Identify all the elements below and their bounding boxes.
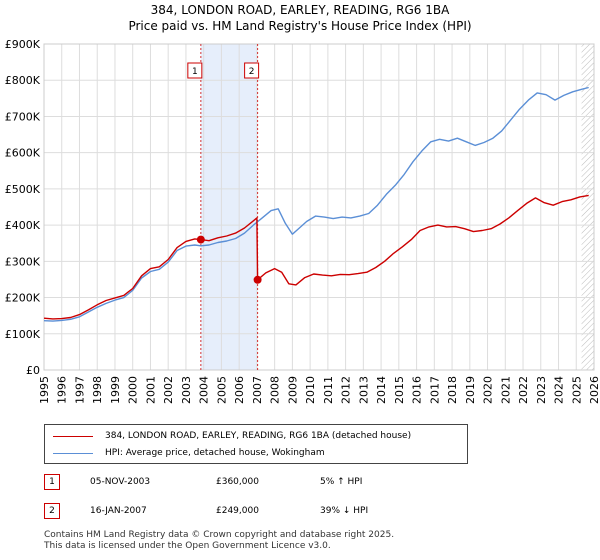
y-tick-label: £800K bbox=[5, 74, 41, 87]
sale-marker-box bbox=[187, 62, 203, 79]
chart-subtitle: Price paid vs. HM Land Registry's House … bbox=[128, 19, 472, 33]
y-tick-label: £700K bbox=[5, 110, 41, 123]
forecast-hatch bbox=[581, 44, 594, 370]
x-tick-label: 1999 bbox=[109, 376, 122, 404]
legend-item-property: 384, LONDON ROAD, EARLEY, READING, RG6 1… bbox=[53, 428, 411, 444]
chart-title: 384, LONDON ROAD, EARLEY, READING, RG6 1… bbox=[150, 3, 450, 17]
x-tick-label: 2026 bbox=[588, 376, 600, 404]
y-tick-label: £100K bbox=[5, 328, 41, 341]
x-tick-label: 1996 bbox=[56, 376, 69, 404]
transaction-price: £249,000 bbox=[216, 506, 259, 516]
sale-marker-label: 1 bbox=[192, 67, 198, 77]
x-tick-label: 2014 bbox=[375, 376, 388, 404]
footer-copyright: Contains HM Land Registry data © Crown c… bbox=[44, 530, 395, 540]
x-tick-label: 2016 bbox=[411, 376, 424, 404]
legend-swatch-property bbox=[53, 435, 93, 437]
transaction-hpi-change: 5% ↑ HPI bbox=[320, 477, 363, 487]
y-tick-label: £0 bbox=[26, 364, 40, 377]
x-tick-label: 2018 bbox=[446, 376, 459, 404]
x-tick-label: 2015 bbox=[393, 376, 406, 404]
x-tick-label: 2023 bbox=[535, 376, 548, 404]
x-tick-label: 2024 bbox=[553, 376, 566, 404]
x-tick-label: 2011 bbox=[322, 376, 335, 404]
x-tick-label: 2012 bbox=[340, 376, 353, 404]
x-tick-label: 2008 bbox=[269, 376, 282, 404]
x-tick-label: 2025 bbox=[570, 376, 583, 404]
transaction-date: 05-NOV-2003 bbox=[90, 477, 151, 487]
footer-licence: This data is licensed under the Open Gov… bbox=[44, 541, 331, 551]
x-tick-label: 2021 bbox=[499, 376, 512, 404]
x-tick-label: 2009 bbox=[286, 376, 299, 404]
legend: 384, LONDON ROAD, EARLEY, READING, RG6 1… bbox=[44, 424, 468, 464]
x-tick-label: 2006 bbox=[233, 376, 246, 404]
sale-period-highlight bbox=[200, 44, 258, 370]
x-tick-label: 2022 bbox=[517, 376, 530, 404]
legend-swatch-hpi bbox=[53, 452, 93, 454]
property-price-line bbox=[43, 194, 589, 320]
y-tick-label: £900K bbox=[5, 38, 41, 51]
transaction-row: 2 16-JAN-2007 £249,000 39% ↓ HPI bbox=[44, 503, 464, 521]
x-tick-label: 2020 bbox=[482, 376, 495, 404]
x-tick-label: 2019 bbox=[464, 376, 477, 404]
y-tick-label: £500K bbox=[5, 183, 41, 196]
transaction-number: 2 bbox=[44, 503, 60, 519]
footer: Contains HM Land Registry data © Crown c… bbox=[44, 530, 394, 552]
x-tick-label: 2003 bbox=[180, 376, 193, 404]
price-chart: £0 £100K £200K £300K £400K £500K £600K £700K £80… bbox=[5, 38, 600, 404]
legend-label-property: 384, LONDON ROAD, EARLEY, READING, RG6 1… bbox=[105, 431, 412, 441]
hpi-line bbox=[43, 86, 589, 322]
x-tick-label: 2010 bbox=[304, 376, 317, 404]
sale-marker-label: 2 bbox=[249, 67, 255, 77]
x-tick-label: 2000 bbox=[127, 376, 140, 404]
x-tick-label: 2004 bbox=[198, 376, 211, 404]
x-tick-label: 1998 bbox=[91, 376, 104, 404]
transaction-price: £360,000 bbox=[216, 477, 259, 487]
y-tick-label: £200K bbox=[5, 292, 41, 305]
transaction-hpi-change: 39% ↓ HPI bbox=[320, 506, 369, 516]
plot-area bbox=[44, 44, 594, 370]
legend-label-hpi: HPI: Average price, detached house, Woki… bbox=[105, 448, 325, 458]
sale-point bbox=[253, 275, 262, 284]
transaction-date: 16-JAN-2007 bbox=[90, 506, 147, 516]
sale-point bbox=[196, 235, 205, 244]
x-tick-label: 2017 bbox=[428, 376, 441, 404]
sale-marker-box bbox=[244, 62, 260, 79]
x-tick-label: 2002 bbox=[162, 376, 175, 404]
x-tick-label: 2007 bbox=[251, 376, 264, 404]
x-tick-label: 2005 bbox=[215, 376, 228, 404]
x-tick-label: 1997 bbox=[73, 376, 86, 404]
transaction-number: 1 bbox=[44, 474, 60, 490]
x-tick-label: 2013 bbox=[357, 376, 370, 404]
y-tick-label: £400K bbox=[5, 219, 41, 232]
transaction-row: 1 05-NOV-2003 £360,000 5% ↑ HPI bbox=[44, 474, 464, 492]
y-tick-label: £600K bbox=[5, 147, 41, 160]
legend-item-hpi: HPI: Average price, detached house, Woki… bbox=[53, 445, 325, 461]
x-tick-label: 2001 bbox=[144, 376, 157, 404]
y-tick-label: £300K bbox=[5, 255, 41, 268]
x-tick-label: 1995 bbox=[38, 376, 51, 404]
plot-border bbox=[43, 43, 595, 371]
